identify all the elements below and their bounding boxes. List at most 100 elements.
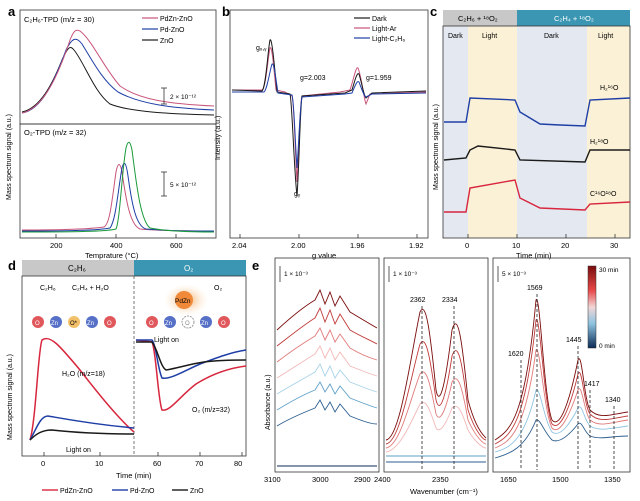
panel-c: c C₂H₆ + ¹⁸O₂ C₂H₄ + ¹⁸O₂ Dark Light Dar… xyxy=(430,4,631,260)
d-header-right-text: O₂ xyxy=(184,264,193,273)
c-region-light2-label: Light xyxy=(598,33,613,40)
b-annot-gxy: gₓ,ᵧ xyxy=(256,45,267,52)
d-atom-l1: Zn xyxy=(51,321,58,327)
e-xtick3-1650: 1650 xyxy=(500,475,517,484)
c-region-dark1-label: Dark xyxy=(448,33,463,40)
d-xtick-0: 0 xyxy=(41,459,45,468)
d-atom-r4: O xyxy=(221,321,226,327)
legend-b-light-ar: Light-Ar xyxy=(372,26,397,33)
d-xtick-10: 10 xyxy=(95,459,103,468)
e2-spectra xyxy=(385,309,487,463)
e-colorbar-top: 30 min xyxy=(599,267,619,274)
d-atom-l4: O xyxy=(107,321,112,327)
b-xlabel: g value xyxy=(312,251,336,260)
d-ylabel: Mass spectrum signal (a.u.) xyxy=(7,354,14,440)
panel-e-letter: e xyxy=(252,258,259,273)
d-atom-r2: O xyxy=(185,321,190,327)
a-top-pd-curve xyxy=(21,38,215,114)
d-h2o-label: H₂O (m/z=18) xyxy=(62,371,105,378)
panel-b-letter: b xyxy=(222,4,230,19)
legend-b-dark: Dark xyxy=(372,16,387,23)
c-xtick-30: 30 xyxy=(610,241,618,250)
e-peak-1569: 1569 xyxy=(527,285,543,292)
b-xtick-204: 2.04 xyxy=(232,241,247,250)
d-atom-r3: Zn xyxy=(201,321,208,327)
b-xtick-200: 2.00 xyxy=(291,241,306,250)
b-ylabel: Intensity (a.u.) xyxy=(215,116,222,160)
b-light-ar-trace xyxy=(232,47,427,183)
c-region-dark1 xyxy=(443,26,468,238)
c-xtick-0: 0 xyxy=(465,241,469,250)
d-left-pdzn-trace xyxy=(29,337,135,441)
e-xtick1-3100: 3100 xyxy=(264,475,281,484)
a-scale-bottom-text: 5 × 10⁻¹² xyxy=(170,182,197,189)
a-bottom-zno-curve xyxy=(21,141,215,233)
e-peak-1620: 1620 xyxy=(508,351,524,358)
panel-e2-frame xyxy=(383,257,489,473)
d-header-left-text: C₂H₆ xyxy=(68,264,86,273)
c-region-light1 xyxy=(468,26,517,238)
d-atom-l0: O xyxy=(35,321,40,327)
d-scheme-reactant: C₂H₆ xyxy=(40,285,56,292)
b-light-c2h6-trace xyxy=(232,63,427,169)
e3-spectra xyxy=(494,299,629,459)
c-c16o18o-trace xyxy=(444,179,631,213)
c-region-light1-label: Light xyxy=(482,33,497,40)
e-peak-2362: 2362 xyxy=(410,297,426,304)
c-ylabel: Mass spectrum signal (a.u.) xyxy=(433,104,440,190)
c-h2-18o-trace xyxy=(443,145,630,163)
a-top-pdzn-curve xyxy=(21,29,215,114)
d-right-pd-trace xyxy=(136,339,247,379)
d-legend-zno: ZnO xyxy=(190,488,204,495)
e-peak-1445: 1445 xyxy=(566,337,582,344)
e-ylabel: Absorbance (a.u.) xyxy=(265,374,272,430)
e-scale2: 1 × 10⁻³ xyxy=(393,271,418,278)
c-region-light2 xyxy=(587,26,630,238)
d-legend-pd: Pd-ZnO xyxy=(130,488,155,495)
e-colorbar-bottom: 0 min xyxy=(599,343,615,350)
c-header-left-text: C₂H₆ + ¹⁸O₂ xyxy=(458,14,498,23)
c-region-dark2-label: Dark xyxy=(544,33,559,40)
panel-b: b Dark Light-Ar Light-C₂H₆ gₓ,ᵧ g=2.003 … xyxy=(215,4,429,260)
panel-a-top-label: C₂H₆-TPD (m/z = 30) xyxy=(24,15,95,24)
c-region-dark2 xyxy=(517,26,587,238)
panel-a-letter: a xyxy=(8,4,16,19)
a-xtick-600: 600 xyxy=(170,241,183,250)
c-xtick-10: 10 xyxy=(512,241,520,250)
b-annot-g1959: g=1.959 xyxy=(366,75,392,82)
d-scheme-o2: O₂ xyxy=(214,285,222,292)
e-xtick1-3000: 3000 xyxy=(312,475,329,484)
c-header-left xyxy=(443,10,517,26)
d-scheme-pdzn: PdZn xyxy=(175,298,191,305)
a-scale-top-text: 2 × 10⁻¹² xyxy=(170,94,197,101)
d-xtick-80: 80 xyxy=(234,459,242,468)
d-right-pdzn-trace xyxy=(135,339,247,411)
e-xtick3-1500: 1500 xyxy=(552,475,569,484)
panel-e1-frame xyxy=(274,257,380,473)
a-xtick-200: 200 xyxy=(50,241,63,250)
d-light-on-left: Light on xyxy=(66,447,91,454)
legend-a-pdzn: PdZn-ZnO xyxy=(160,16,193,23)
d-xtick-60: 60 xyxy=(153,459,161,468)
e-scale1: 1 × 10⁻³ xyxy=(284,271,309,278)
b-xtick-196: 1.96 xyxy=(350,241,365,250)
legend-a-zno: ZnO xyxy=(160,38,174,45)
e-xlabel: Wavenumber (cm⁻¹) xyxy=(410,487,478,496)
a-top-zno-curve xyxy=(21,47,215,116)
d-atom-r1: Zn xyxy=(165,321,172,327)
panel-a: a C₂H₆-TPD (m/z = 30) O₂-TPD (m/z = 32) … xyxy=(6,4,217,260)
d-left-pd-trace xyxy=(29,415,135,441)
legend-a-pd: Pd-ZnO xyxy=(160,27,185,34)
panel-c-letter: c xyxy=(430,4,437,19)
e1-spectra xyxy=(276,288,378,467)
a-xtick-400: 400 xyxy=(110,241,123,250)
d-left-zno-trace xyxy=(29,429,135,441)
d-header-left xyxy=(22,260,134,276)
c-header-right-text: C₂H₄ + ¹⁸O₂ xyxy=(554,14,594,23)
panel-e: e 1 × 10⁻³ 1 × 10⁻³ 5 × 10⁻³ xyxy=(252,257,631,496)
panel-d: d C₂H₆ O₂ C₂H₆ C₂H₄ + H₂O O Zn O* Zn O P… xyxy=(7,258,247,495)
e-xtick2-2400: 2400 xyxy=(374,475,391,484)
panel-e3-frame xyxy=(492,257,631,473)
d-o2-label: O₂ (m/z=32) xyxy=(192,407,230,414)
e-xtick3-1350: 1350 xyxy=(604,475,621,484)
